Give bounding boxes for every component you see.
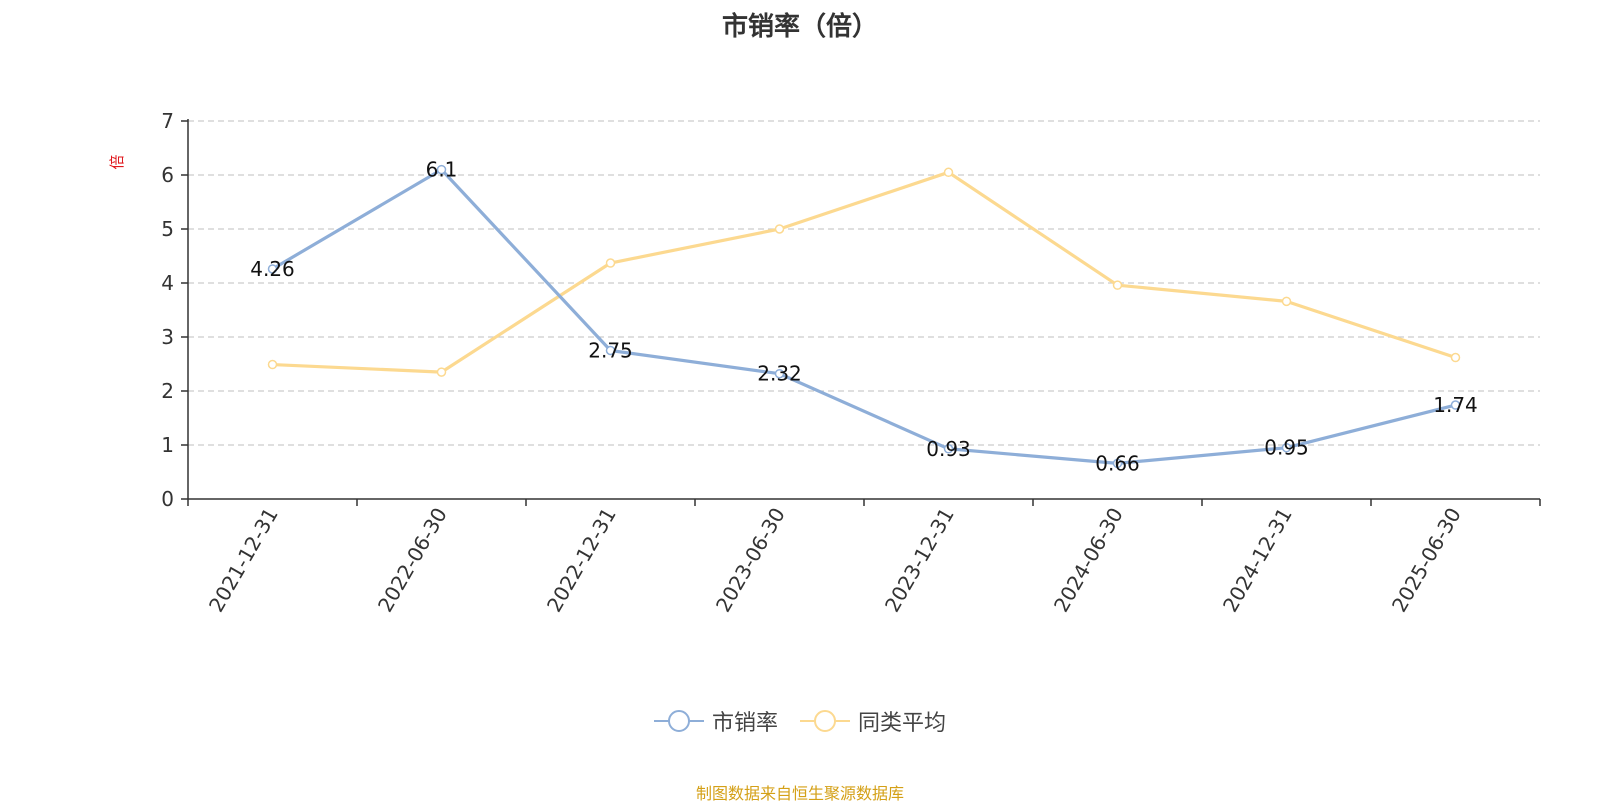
axes: 0 1 2 3 4 5 6 7 2021-12-31 2022-06-30 2022-12-31 20… — [161, 109, 1541, 617]
data-label: 4.26 — [250, 257, 295, 281]
series-line-0 — [271, 168, 1456, 465]
data-label: 6.1 — [426, 158, 458, 182]
y-tick-label: 4 — [161, 271, 174, 295]
x-tick-label: 2025-06-30 — [1387, 504, 1466, 617]
legend-line-circle-icon — [653, 710, 704, 732]
data-point[interactable] — [774, 368, 785, 379]
data-point[interactable] — [943, 167, 954, 178]
x-tick-label: 2024-12-31 — [1218, 504, 1297, 617]
x-tick-label: 2022-06-30 — [373, 504, 452, 617]
x-tick-label: 2022-12-31 — [542, 504, 621, 617]
y-tick-label: 3 — [161, 325, 174, 349]
data-label: 0.95 — [1264, 436, 1309, 460]
data-point[interactable] — [1281, 442, 1292, 453]
data-label: 1.74 — [1433, 393, 1478, 417]
chart-title: 市销率（倍） — [721, 12, 878, 42]
data-labels: 4.26 6.1 2.75 2.32 0.93 0.66 0.95 1.74 — [250, 158, 1478, 476]
series-line-1 — [272, 170, 1457, 374]
x-tick-label: 2021-12-31 — [204, 504, 283, 617]
data-point[interactable] — [436, 164, 447, 175]
data-point[interactable] — [1450, 400, 1461, 410]
data-label: 2.32 — [757, 362, 802, 386]
series-lines — [267, 164, 1461, 469]
y-tick-label: 6 — [161, 163, 174, 187]
y-tick-label: 7 — [161, 109, 174, 133]
y-tick-label: 2 — [161, 379, 174, 403]
data-point[interactable] — [436, 367, 447, 377]
y-tick-label: 5 — [161, 217, 174, 241]
grid-lines — [188, 120, 1540, 446]
legend-label: 市销率 — [711, 711, 778, 736]
legend: 市销率 同类平均 — [0, 705, 1600, 737]
x-tick-label: 2023-06-30 — [711, 504, 790, 617]
source-note: 制图数据来自恒生聚源数据库 — [695, 784, 904, 803]
data-label: 0.66 — [1095, 451, 1140, 475]
data-point[interactable] — [1112, 458, 1123, 469]
y-tick-label: 0 — [161, 487, 174, 511]
y-tick-label: 1 — [161, 433, 174, 457]
data-point[interactable] — [774, 224, 785, 234]
data-point[interactable] — [605, 258, 616, 268]
legend-item-1[interactable]: 同类平均 — [800, 705, 946, 737]
data-point[interactable] — [1281, 296, 1292, 307]
data-point[interactable] — [1450, 352, 1461, 363]
data-point[interactable] — [1112, 280, 1123, 290]
x-tick-label: 2023-12-31 — [880, 504, 959, 617]
data-point[interactable] — [605, 345, 616, 356]
legend-label: 同类平均 — [858, 711, 947, 736]
data-label: 0.93 — [926, 437, 971, 461]
data-label: 2.75 — [588, 339, 633, 363]
legend-line-circle-icon — [800, 710, 850, 732]
data-point[interactable] — [267, 359, 278, 370]
legend-item-0[interactable]: 市销率 — [653, 705, 778, 737]
data-point[interactable] — [267, 264, 278, 274]
y-axis-unit-label: 倍 — [108, 154, 126, 169]
data-point[interactable] — [943, 444, 954, 454]
x-tick-label: 2024-06-30 — [1049, 504, 1128, 617]
